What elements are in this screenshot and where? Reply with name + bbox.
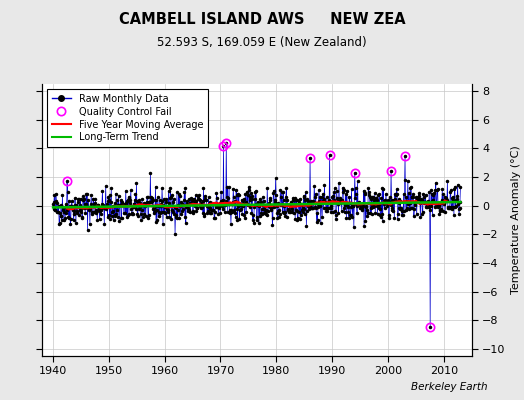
Legend: Raw Monthly Data, Quality Control Fail, Five Year Moving Average, Long-Term Tren: Raw Monthly Data, Quality Control Fail, … <box>47 89 208 147</box>
Text: CAMBELL ISLAND AWS     NEW ZEA: CAMBELL ISLAND AWS NEW ZEA <box>119 12 405 27</box>
Text: 52.593 S, 169.059 E (New Zealand): 52.593 S, 169.059 E (New Zealand) <box>157 36 367 49</box>
Y-axis label: Temperature Anomaly (°C): Temperature Anomaly (°C) <box>511 146 521 294</box>
Text: Berkeley Earth: Berkeley Earth <box>411 382 487 392</box>
